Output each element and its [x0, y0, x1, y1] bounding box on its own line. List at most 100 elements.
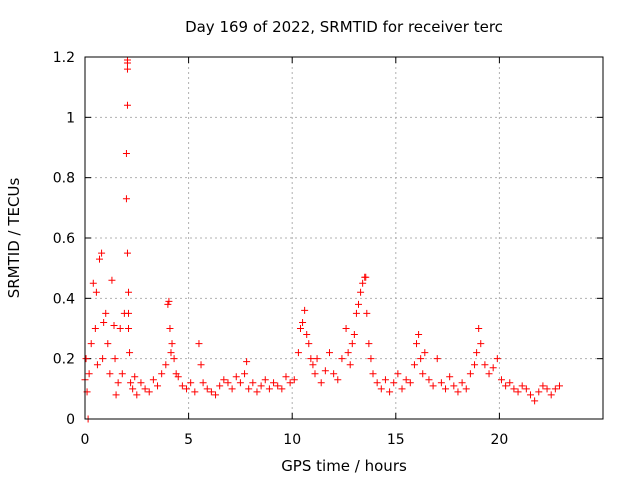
data-point — [406, 379, 414, 387]
data-point — [137, 379, 145, 387]
data-point — [145, 388, 153, 396]
data-point — [355, 300, 363, 308]
y-tick-label: 0.4 — [53, 291, 75, 307]
data-point — [481, 361, 489, 369]
data-point — [334, 376, 342, 384]
data-point — [91, 325, 99, 332]
data-point — [99, 355, 107, 363]
data-point — [154, 382, 162, 390]
x-tick-label: 15 — [387, 432, 405, 448]
data-point — [446, 373, 454, 381]
data-point — [454, 388, 462, 396]
data-point — [299, 318, 307, 326]
data-point — [475, 325, 483, 332]
data-point — [506, 379, 514, 387]
data-point — [373, 379, 381, 387]
x-axis-label: GPS time / hours — [281, 457, 407, 475]
data-point — [458, 379, 466, 387]
data-point — [187, 379, 195, 387]
data-point — [87, 340, 95, 348]
data-point — [108, 276, 116, 284]
data-point — [421, 349, 429, 357]
data-point — [313, 355, 321, 363]
data-point — [203, 385, 211, 393]
data-point — [365, 340, 373, 348]
y-tick-label: 0.8 — [53, 171, 75, 187]
data-point — [110, 321, 118, 329]
data-point — [131, 373, 139, 381]
data-point — [359, 279, 367, 287]
data-point — [321, 367, 329, 375]
data-point — [301, 306, 309, 314]
data-point — [350, 331, 358, 339]
data-point — [249, 379, 257, 387]
data-point — [342, 325, 350, 332]
data-point — [394, 370, 402, 378]
data-point — [462, 385, 470, 393]
data-point — [89, 279, 97, 287]
data-point — [294, 349, 302, 357]
data-point — [402, 376, 410, 384]
data-point — [106, 370, 114, 378]
data-point — [473, 349, 481, 357]
data-point — [199, 379, 207, 387]
data-point — [170, 355, 178, 363]
data-point — [174, 373, 182, 381]
data-point — [539, 382, 547, 390]
data-point — [531, 397, 539, 405]
data-point — [82, 355, 90, 363]
data-point — [381, 376, 389, 384]
data-point — [415, 331, 423, 339]
data-point — [485, 370, 493, 378]
data-point — [220, 376, 228, 384]
grid-lines — [85, 57, 603, 419]
data-point — [96, 255, 104, 263]
data-point — [207, 388, 215, 396]
data-point — [216, 382, 224, 390]
data-point — [232, 373, 240, 381]
data-point — [102, 309, 110, 317]
data-point — [92, 288, 100, 296]
data-point — [158, 370, 166, 378]
data-point — [429, 382, 437, 390]
data-point — [191, 388, 199, 396]
data-point — [165, 297, 173, 305]
data-point — [437, 379, 445, 387]
data-point — [183, 385, 191, 393]
data-point — [104, 340, 112, 348]
data-point — [450, 382, 458, 390]
data-point — [162, 361, 170, 369]
data-point — [168, 340, 176, 348]
data-point — [305, 340, 313, 348]
data-point — [166, 325, 174, 332]
data-point — [526, 391, 534, 399]
data-point — [551, 385, 559, 393]
data-point — [325, 349, 333, 357]
data-point — [114, 379, 122, 387]
data-point — [265, 385, 273, 393]
data-point — [123, 56, 131, 64]
data-point — [85, 370, 93, 378]
y-tick-label: 0.2 — [53, 352, 75, 368]
data-point — [522, 385, 530, 393]
data-point — [502, 382, 510, 390]
data-point — [111, 355, 119, 363]
data-point — [311, 370, 319, 378]
data-point — [286, 379, 294, 387]
axis-ticks: 0 0.2 0.4 0.6 0.8 1 1.2 0 5 10 15 20 — [53, 50, 603, 448]
data-point — [164, 300, 172, 308]
data-point — [535, 388, 543, 396]
data-point — [357, 288, 365, 296]
chart-title: Day 169 of 2022, SRMTID for receiver ter… — [185, 18, 503, 36]
data-point — [362, 273, 370, 281]
data-point — [129, 385, 137, 393]
data-point — [419, 370, 427, 378]
data-point — [330, 370, 338, 378]
y-tick-label: 0.6 — [53, 231, 75, 247]
data-point — [442, 385, 450, 393]
data-point — [377, 385, 385, 393]
data-point — [149, 376, 157, 384]
data-point — [282, 373, 290, 381]
data-point — [477, 340, 485, 348]
